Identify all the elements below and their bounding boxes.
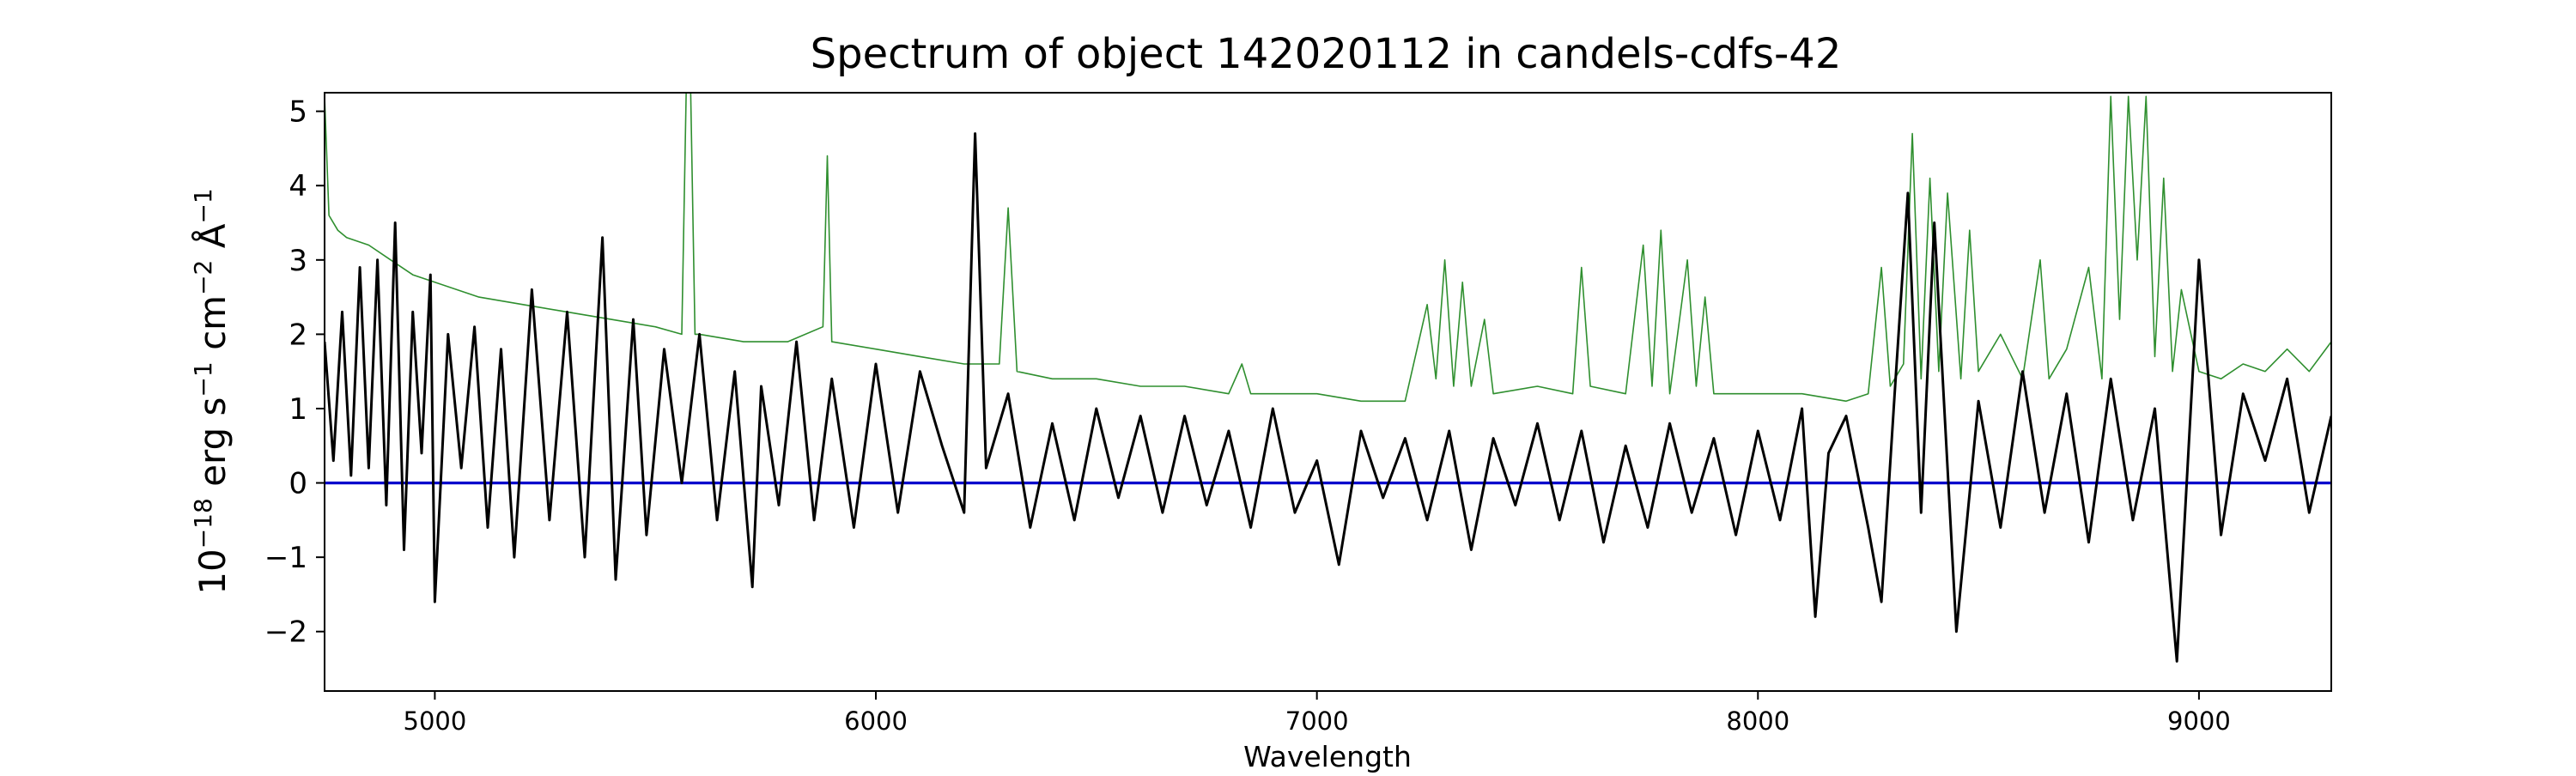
noise-series-line	[325, 93, 2331, 403]
y-tick-label: 4	[289, 169, 307, 203]
x-tick-label: 6000	[844, 706, 908, 736]
plot-area	[325, 93, 2331, 663]
x-tick-label: 5000	[404, 706, 467, 736]
y-axis-label-base: 10	[191, 549, 234, 594]
y-tick-label: 0	[289, 467, 307, 501]
flux-series-line	[325, 132, 2331, 663]
y-axis-label: 10−18 erg s−1 cm−2 Å−1	[189, 188, 234, 594]
y-axis-label-unit-cm: cm	[191, 295, 234, 361]
y-tick-label: −2	[264, 615, 307, 650]
y-tick-label: 2	[289, 318, 307, 352]
y-axis-label-exp3: −2	[189, 260, 217, 295]
y-axis: −2 −1 0 1 2 3 4 5	[264, 95, 325, 650]
y-axis-label-exp2: −1	[189, 361, 217, 397]
chart-title: Spectrum of object 142020112 in candels-…	[811, 30, 1842, 78]
y-tick-label: 1	[289, 392, 307, 427]
x-tick-label: 8000	[1726, 706, 1789, 736]
x-tick-label: 9000	[2167, 706, 2231, 736]
y-axis-label-exp4: −1	[189, 188, 217, 223]
y-axis-label-exp1: −18	[189, 498, 217, 549]
y-tick-label: 3	[289, 244, 307, 278]
y-tick-label: 5	[289, 95, 307, 130]
plot-frame	[324, 92, 2332, 692]
x-axis-label: Wavelength	[1243, 740, 1412, 773]
y-axis-label-unit-angstrom: Å	[191, 223, 234, 259]
x-axis: 5000 6000 7000 8000 9000	[404, 691, 2231, 736]
y-axis-label-unit-erg-s: erg s	[191, 397, 234, 499]
y-tick-label: −1	[264, 541, 307, 575]
x-tick-label: 7000	[1285, 706, 1349, 736]
